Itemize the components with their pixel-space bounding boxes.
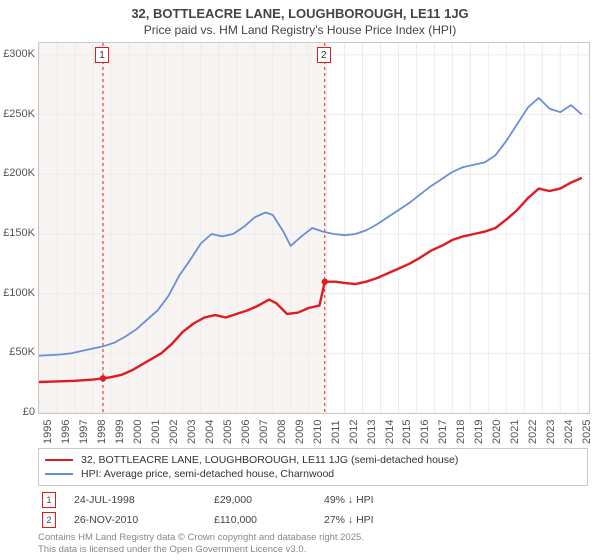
chart-subtitle: Price paid vs. HM Land Registry's House … [0,22,600,37]
xtick-label: 2017 [437,420,449,444]
xtick-label: 2023 [545,420,557,444]
plot-area [38,42,590,414]
marker-date: 24-JUL-1998 [74,494,214,506]
ytick-label: £100K [3,287,35,299]
marker-table: 1 24-JUL-1998£29,00049% ↓ HPI 2 26-NOV-2010… [38,490,588,530]
ytick-label: £50K [9,346,35,358]
xtick-label: 2010 [312,420,324,444]
legend-label: HPI: Average price, semi-detached house,… [81,468,334,480]
legend-label: 32, BOTTLEACRE LANE, LOUGHBOROUGH, LE11 … [81,454,458,466]
legend-row: HPI: Average price, semi-detached house,… [45,467,581,481]
xtick-label: 2004 [204,420,216,444]
xtick-label: 2005 [222,420,234,444]
xtick-label: 2011 [330,420,342,444]
xtick-label: 2024 [563,420,575,444]
legend-swatch [45,459,73,461]
callout-box: 1 [95,47,109,63]
xtick-label: 1997 [78,420,90,444]
xtick-label: 2019 [473,420,485,444]
marker-price: £110,000 [214,514,324,526]
callout-box: 2 [317,47,331,63]
xtick-label: 2015 [401,420,413,444]
marker-row: 1 24-JUL-1998£29,00049% ↓ HPI [38,490,588,510]
xtick-label: 2013 [366,420,378,444]
xtick-label: 2003 [186,420,198,444]
xtick-label: 2007 [258,420,270,444]
marker-diff: 27% ↓ HPI [324,514,444,526]
xtick-label: 2006 [240,420,252,444]
xtick-label: 2008 [276,420,288,444]
xtick-label: 2009 [294,420,306,444]
marker-price: £29,000 [214,494,324,506]
legend-swatch [45,473,73,475]
ytick-label: £200K [3,167,35,179]
xtick-label: 2002 [168,420,180,444]
chart-title: 32, BOTTLEACRE LANE, LOUGHBOROUGH, LE11 … [0,0,600,22]
xtick-label: 2014 [384,420,396,444]
plot-svg [39,43,589,413]
marker-id-box: 1 [42,492,56,508]
marker-id-box: 2 [42,512,56,528]
xtick-label: 2012 [348,420,360,444]
xtick-label: 1995 [42,420,54,444]
ytick-label: £300K [3,48,35,60]
xtick-label: 2025 [581,420,593,444]
footer-line2: This data is licensed under the Open Gov… [38,544,364,556]
xtick-label: 1998 [96,420,108,444]
marker-date: 26-NOV-2010 [74,514,214,526]
xtick-label: 2018 [455,420,467,444]
marker-diff: 49% ↓ HPI [324,494,444,506]
footer-line1: Contains HM Land Registry data © Crown c… [38,532,364,544]
legend: 32, BOTTLEACRE LANE, LOUGHBOROUGH, LE11 … [38,448,588,486]
xtick-label: 2020 [491,420,503,444]
marker-row: 2 26-NOV-2010£110,00027% ↓ HPI [38,510,588,530]
legend-row: 32, BOTTLEACRE LANE, LOUGHBOROUGH, LE11 … [45,453,581,467]
xtick-label: 2000 [132,420,144,444]
xtick-label: 2001 [150,420,162,444]
ytick-label: £250K [3,108,35,120]
chart-container: 32, BOTTLEACRE LANE, LOUGHBOROUGH, LE11 … [0,0,600,560]
xtick-label: 1996 [60,420,72,444]
xtick-label: 2016 [419,420,431,444]
ytick-label: £0 [23,406,35,418]
ytick-label: £150K [3,227,35,239]
xtick-label: 1999 [114,420,126,444]
xtick-label: 2021 [509,420,521,444]
xtick-label: 2022 [527,420,539,444]
footer-attribution: Contains HM Land Registry data © Crown c… [38,532,364,556]
